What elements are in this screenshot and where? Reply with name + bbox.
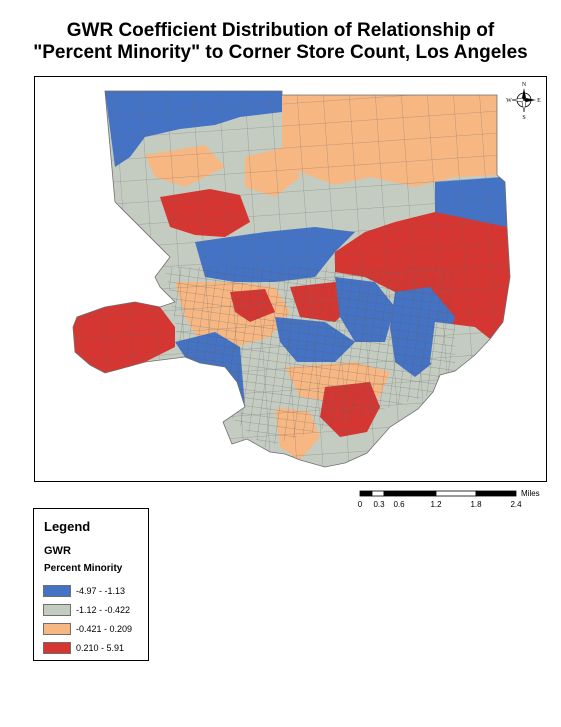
scale-tick-1: 0.3 — [373, 500, 385, 509]
legend-item-label: -1.12 - -0.422 — [76, 605, 131, 615]
choropleth-map: N S E W — [72, 82, 541, 468]
legend-item: -0.421 - 0.209 — [43, 623, 132, 635]
legend-layer-name: Percent Minority — [44, 563, 123, 574]
county-regions — [73, 91, 510, 467]
legend-item: 0.210 - 5.91 — [43, 642, 124, 654]
legend-item-label: 0.210 - 5.91 — [76, 643, 125, 653]
legend-swatch — [43, 604, 71, 616]
compass-north-label: N — [522, 82, 527, 88]
scale-bar: Miles 0 0.3 0.6 1.2 1.8 2.4 — [358, 490, 540, 509]
legend-item-label: -0.421 - 0.209 — [76, 624, 133, 634]
map-title: GWR Coefficient Distribution of Relation… — [0, 20, 561, 64]
map-title-line-2: "Percent Minority" to Corner Store Count… — [33, 42, 528, 63]
compass-east-label: E — [537, 98, 541, 104]
scale-tick-4: 1.8 — [470, 500, 482, 509]
legend-item: -1.12 - -0.422 — [43, 604, 130, 616]
legend-swatch — [43, 623, 71, 635]
scale-tick-2: 0.6 — [393, 500, 405, 509]
legend-field-name: GWR — [44, 545, 71, 557]
legend-title: Legend — [44, 519, 91, 534]
scale-tick-3: 1.2 — [430, 500, 442, 509]
legend: Legend GWR Percent Minority -4.97 - -1.1… — [33, 508, 149, 661]
compass-south-label: S — [522, 115, 525, 121]
map-title-line-1: GWR Coefficient Distribution of Relation… — [66, 20, 495, 41]
scale-tick-0: 0 — [358, 500, 363, 509]
county-boundary — [72, 90, 511, 468]
legend-item: -4.97 - -1.13 — [43, 585, 125, 597]
legend-item-label: -4.97 - -1.13 — [76, 586, 126, 596]
legend-swatch — [43, 642, 71, 654]
compass-west-label: W — [506, 98, 512, 104]
scale-unit-label: Miles — [521, 490, 540, 498]
map-frame[interactable]: N S E W — [34, 76, 547, 482]
scale-tick-5: 2.4 — [510, 500, 522, 509]
legend-swatch — [43, 585, 71, 597]
compass-rose-icon: N S E W — [506, 82, 541, 121]
